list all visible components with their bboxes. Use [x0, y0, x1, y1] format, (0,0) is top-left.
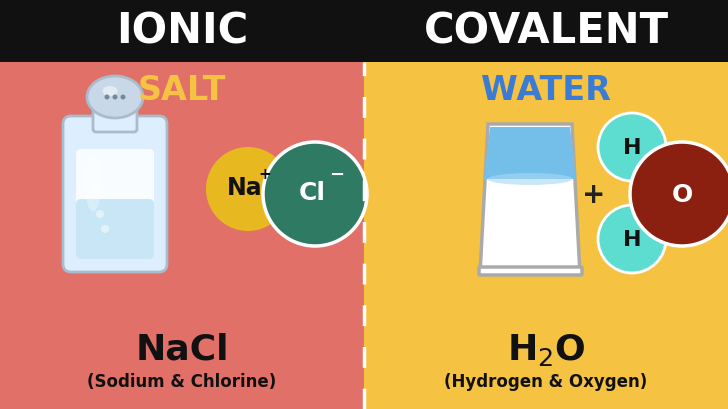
FancyBboxPatch shape — [479, 267, 582, 275]
Text: Cl: Cl — [298, 180, 325, 204]
Text: O: O — [671, 182, 692, 207]
Circle shape — [96, 211, 104, 218]
Circle shape — [113, 95, 117, 100]
Text: (Sodium & Chlorine): (Sodium & Chlorine) — [87, 372, 277, 390]
Text: +: + — [258, 167, 272, 182]
Circle shape — [598, 114, 666, 182]
FancyBboxPatch shape — [76, 150, 154, 259]
Circle shape — [101, 225, 109, 234]
Circle shape — [121, 95, 125, 100]
Text: H: H — [622, 229, 641, 249]
Text: IONIC: IONIC — [116, 11, 248, 52]
Bar — [364, 63, 728, 409]
FancyBboxPatch shape — [63, 117, 167, 272]
Ellipse shape — [85, 157, 101, 212]
Circle shape — [263, 143, 367, 246]
Circle shape — [206, 148, 290, 231]
Bar — [0, 63, 364, 409]
Text: COVALENT: COVALENT — [424, 11, 668, 52]
Bar — [364, 0, 728, 63]
Ellipse shape — [488, 173, 572, 186]
Text: H: H — [622, 138, 641, 157]
Circle shape — [105, 95, 109, 100]
Text: −: − — [330, 166, 344, 184]
Circle shape — [91, 186, 99, 193]
Text: +: + — [582, 180, 606, 209]
Circle shape — [598, 205, 666, 273]
Text: (Hydrogen & Oxygen): (Hydrogen & Oxygen) — [444, 372, 648, 390]
Ellipse shape — [87, 77, 143, 119]
FancyBboxPatch shape — [93, 102, 137, 133]
Text: H$_2$O: H$_2$O — [507, 331, 585, 367]
Ellipse shape — [103, 87, 117, 97]
Text: NaCl: NaCl — [135, 332, 229, 366]
FancyBboxPatch shape — [486, 198, 502, 261]
Polygon shape — [480, 125, 580, 274]
Text: Na: Na — [227, 175, 263, 200]
Polygon shape — [484, 128, 576, 180]
FancyBboxPatch shape — [76, 200, 154, 259]
Text: SALT: SALT — [138, 74, 226, 107]
Text: WATER: WATER — [481, 74, 611, 107]
Circle shape — [630, 143, 728, 246]
Bar — [0, 0, 364, 63]
